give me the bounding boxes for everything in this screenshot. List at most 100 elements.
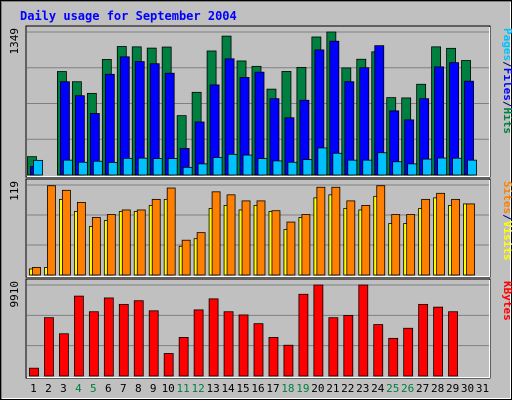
bar-sites-day-24 bbox=[376, 185, 386, 276]
bar-sites-day-29 bbox=[451, 198, 460, 276]
bar-pages-day-21 bbox=[332, 152, 343, 176]
x-tick-label-day-16: 16 bbox=[251, 382, 264, 395]
bar-files-day-7 bbox=[119, 56, 130, 176]
bar-kbytes-day-23 bbox=[358, 284, 369, 377]
bar-sites-day-5 bbox=[91, 217, 101, 276]
bar-pages-day-17 bbox=[272, 160, 283, 176]
x-tick-label-day-7: 7 bbox=[120, 382, 127, 395]
x-tick-label-day-21: 21 bbox=[326, 382, 339, 395]
bar-pages-day-3 bbox=[63, 159, 73, 176]
chart-title: Daily usage for September 2004 bbox=[20, 9, 237, 23]
bar-pages-day-23 bbox=[362, 159, 373, 176]
bar-sites-day-12 bbox=[196, 232, 206, 276]
bar-pages-day-18 bbox=[287, 161, 298, 176]
bar-pages-day-6 bbox=[107, 162, 118, 176]
bar-kbytes-day-13 bbox=[208, 298, 219, 377]
bar-sites-day-15 bbox=[241, 200, 251, 276]
bar-pages-day-10 bbox=[167, 158, 178, 176]
x-tick-label-day-12: 12 bbox=[192, 382, 205, 395]
x-axis-tick-labels: 1 2 3 4 5 6 7 8 9 10 11 12 13 14 15 16 17 18 19 20 21 22 23 24 2… bbox=[30, 382, 489, 395]
bar-pages-day-25 bbox=[392, 161, 403, 176]
bar-sites-day-17 bbox=[271, 210, 281, 276]
x-tick-label-day-3: 3 bbox=[60, 382, 67, 395]
bar-kbytes-day-2 bbox=[44, 317, 54, 377]
bar-pages-day-14 bbox=[227, 153, 238, 176]
bar-sites-day-25 bbox=[391, 214, 401, 276]
legend-entry: KBytes bbox=[501, 281, 512, 321]
x-tick-label-day-6: 6 bbox=[105, 382, 112, 395]
bar-pages-day-4 bbox=[77, 161, 88, 176]
bar-kbytes-day-5 bbox=[88, 311, 99, 377]
panel-kbytes: 9910 KBytes bbox=[8, 278, 512, 379]
bar-sites-day-26 bbox=[406, 214, 416, 276]
bar-kbytes-day-18 bbox=[283, 344, 294, 377]
bar-kbytes-day-26 bbox=[403, 327, 414, 377]
legend-entry: Files bbox=[501, 68, 512, 101]
bar-kbytes-day-17 bbox=[268, 337, 279, 377]
x-tick-label-day-9: 9 bbox=[150, 382, 157, 395]
bar-kbytes-day-10 bbox=[163, 353, 174, 377]
bar-sites-day-28 bbox=[436, 192, 446, 276]
bar-kbytes-day-22 bbox=[343, 314, 354, 377]
bar-pages-day-5 bbox=[92, 160, 103, 176]
x-tick-label-day-18: 18 bbox=[281, 382, 294, 395]
bar-sites-day-7 bbox=[121, 209, 131, 276]
y-axis-max-label: 9910 bbox=[8, 281, 21, 308]
bar-sites-day-21 bbox=[331, 186, 341, 276]
legend-entry: / bbox=[501, 101, 512, 108]
bar-sites-day-2 bbox=[47, 185, 56, 276]
bar-sites-day-19 bbox=[301, 214, 311, 276]
bar-sites-day-30 bbox=[466, 203, 475, 276]
x-tick-label-day-23: 23 bbox=[356, 382, 369, 395]
bar-kbytes-day-9 bbox=[148, 310, 159, 377]
bar-kbytes-day-29 bbox=[448, 311, 458, 377]
x-tick-label-day-5: 5 bbox=[90, 382, 97, 395]
x-tick-label-day-30: 30 bbox=[461, 382, 474, 395]
series-kbytes bbox=[29, 284, 458, 377]
bar-sites-day-8 bbox=[136, 209, 146, 276]
legend-entry: Hits bbox=[501, 108, 512, 135]
bar-kbytes-day-11 bbox=[178, 337, 189, 377]
bar-pages-day-19 bbox=[302, 159, 313, 176]
bar-kbytes-day-19 bbox=[298, 293, 309, 377]
bar-pages-day-12 bbox=[197, 163, 208, 176]
bar-kbytes-day-14 bbox=[223, 311, 234, 377]
bar-pages-day-7 bbox=[122, 157, 133, 176]
bar-pages-day-26 bbox=[407, 163, 418, 176]
bar-pages-day-15 bbox=[242, 154, 253, 176]
chart-panels: 1349Pages/Files/Hits119Sites/Visits9910K… bbox=[8, 25, 512, 379]
bar-pages-day-13 bbox=[212, 157, 223, 176]
x-tick-label-day-2: 2 bbox=[45, 382, 52, 395]
bar-pages-day-22 bbox=[347, 159, 358, 176]
x-tick-label-day-11: 11 bbox=[177, 382, 190, 395]
bar-sites-day-18 bbox=[286, 221, 296, 276]
bar-kbytes-day-21 bbox=[328, 317, 339, 377]
legend-entry: Pages bbox=[501, 28, 512, 61]
bar-sites-day-9 bbox=[151, 198, 161, 276]
x-tick-label-day-17: 17 bbox=[266, 382, 279, 395]
bar-pages-day-1 bbox=[33, 159, 43, 176]
panel-visits-sites: 119 Sites/Visits bbox=[8, 178, 512, 278]
bar-sites-day-16 bbox=[256, 200, 266, 276]
x-tick-label-day-4: 4 bbox=[75, 382, 82, 395]
bar-sites-day-14 bbox=[226, 194, 236, 276]
legend-entry: / bbox=[501, 214, 512, 221]
bar-pages-day-9 bbox=[152, 158, 163, 176]
bar-sites-day-6 bbox=[106, 214, 116, 276]
bar-kbytes-day-4 bbox=[73, 295, 84, 377]
x-tick-label-day-13: 13 bbox=[206, 382, 219, 395]
bar-kbytes-day-7 bbox=[118, 303, 129, 377]
x-tick-label-day-22: 22 bbox=[341, 382, 354, 395]
bar-pages-day-29 bbox=[452, 157, 462, 176]
y-axis-max-label: 119 bbox=[8, 181, 21, 201]
x-tick-label-day-31: 31 bbox=[476, 382, 489, 395]
bar-kbytes-day-27 bbox=[418, 303, 429, 377]
x-tick-label-day-8: 8 bbox=[135, 382, 142, 395]
x-tick-label-day-20: 20 bbox=[311, 382, 324, 395]
series-sites bbox=[32, 185, 475, 276]
bar-kbytes-day-28 bbox=[433, 306, 444, 377]
bar-files-day-23 bbox=[359, 67, 370, 176]
bar-kbytes-day-6 bbox=[103, 297, 114, 377]
